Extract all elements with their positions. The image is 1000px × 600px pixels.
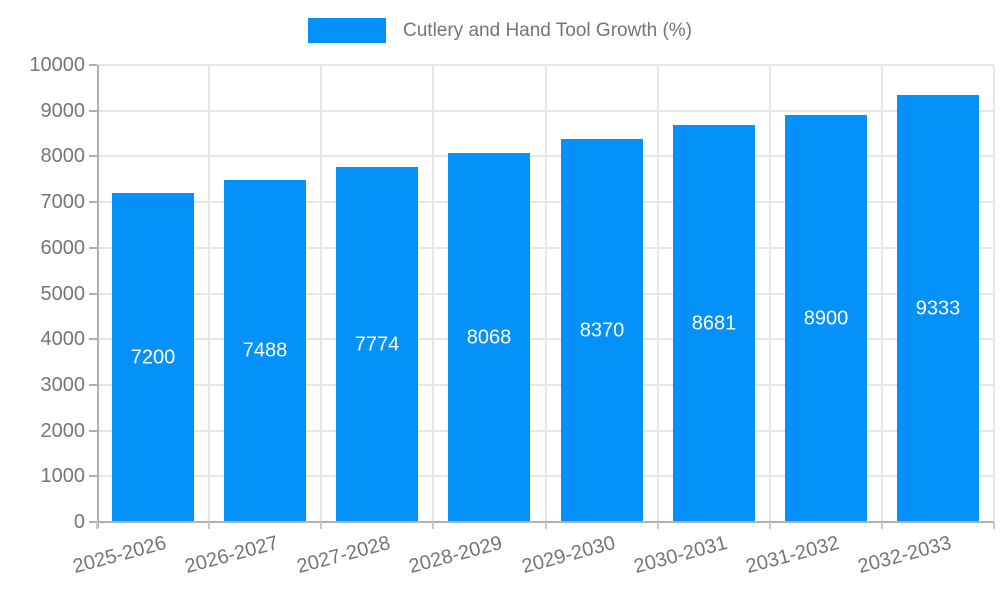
x-tick	[208, 522, 211, 529]
bar: 8900	[785, 115, 867, 522]
bar: 8370	[561, 139, 643, 522]
x-tick	[320, 522, 323, 529]
y-tick	[89, 64, 97, 66]
v-gridline	[544, 65, 547, 522]
plot-area: 7200 7488 7774 8068 8370 8681 8900 9333	[97, 64, 995, 522]
y-tick-label: 7000	[40, 191, 86, 214]
x-tick	[993, 522, 995, 529]
v-gridline	[993, 65, 995, 522]
v-gridline	[656, 65, 659, 522]
x-tick	[432, 522, 435, 529]
y-tick	[89, 109, 97, 112]
y-tick-label: 5000	[40, 282, 86, 305]
v-gridline	[880, 65, 883, 522]
y-tick-label: 1000	[40, 465, 86, 488]
legend-label: Cutlery and Hand Tool Growth (%)	[403, 19, 692, 41]
legend-swatch	[308, 18, 386, 43]
bar-value-label: 8068	[466, 326, 512, 348]
y-tick-label: 0	[73, 511, 85, 533]
bar-value-label: 8900	[803, 307, 849, 329]
y-tick-label: 4000	[40, 328, 86, 351]
y-tick	[89, 292, 97, 295]
v-gridline	[768, 65, 771, 522]
y-tick	[89, 246, 97, 249]
y-tick-label: 3000	[40, 373, 86, 396]
x-tick	[768, 522, 771, 529]
bar: 8068	[448, 153, 530, 522]
bar-value-label: 8370	[579, 319, 625, 341]
y-tick	[89, 201, 97, 204]
y-tick	[89, 521, 97, 523]
legend: Cutlery and Hand Tool Growth (%)	[0, 18, 1000, 43]
y-tick-label: 9000	[40, 99, 86, 122]
bar-value-label: 7200	[130, 346, 176, 368]
x-tick	[96, 522, 98, 529]
y-tick	[89, 338, 97, 341]
y-tick	[89, 475, 97, 478]
bar-value-label: 8681	[691, 312, 737, 334]
bar-value-label: 9333	[915, 297, 961, 319]
bar: 8681	[673, 125, 755, 522]
y-tick	[89, 429, 97, 432]
y-tick-label: 2000	[40, 419, 86, 442]
v-gridline	[208, 65, 211, 522]
x-tick	[880, 522, 883, 529]
v-gridline	[320, 65, 323, 522]
x-axis	[90, 521, 994, 523]
y-axis	[97, 65, 99, 528]
y-tick	[89, 383, 97, 386]
y-tick-label: 10000	[29, 54, 85, 76]
bar: 9333	[897, 95, 979, 522]
x-tick	[544, 522, 547, 529]
bar-value-label: 7774	[354, 333, 400, 355]
bar-value-label: 7488	[242, 339, 288, 362]
bar: 7774	[336, 167, 418, 522]
y-tick-label: 6000	[40, 236, 86, 259]
y-tick	[89, 155, 97, 158]
x-tick	[656, 522, 659, 529]
v-gridline	[432, 65, 435, 522]
bar: 7488	[224, 180, 306, 522]
y-tick-label: 8000	[40, 145, 86, 168]
bar: 7200	[112, 193, 194, 522]
